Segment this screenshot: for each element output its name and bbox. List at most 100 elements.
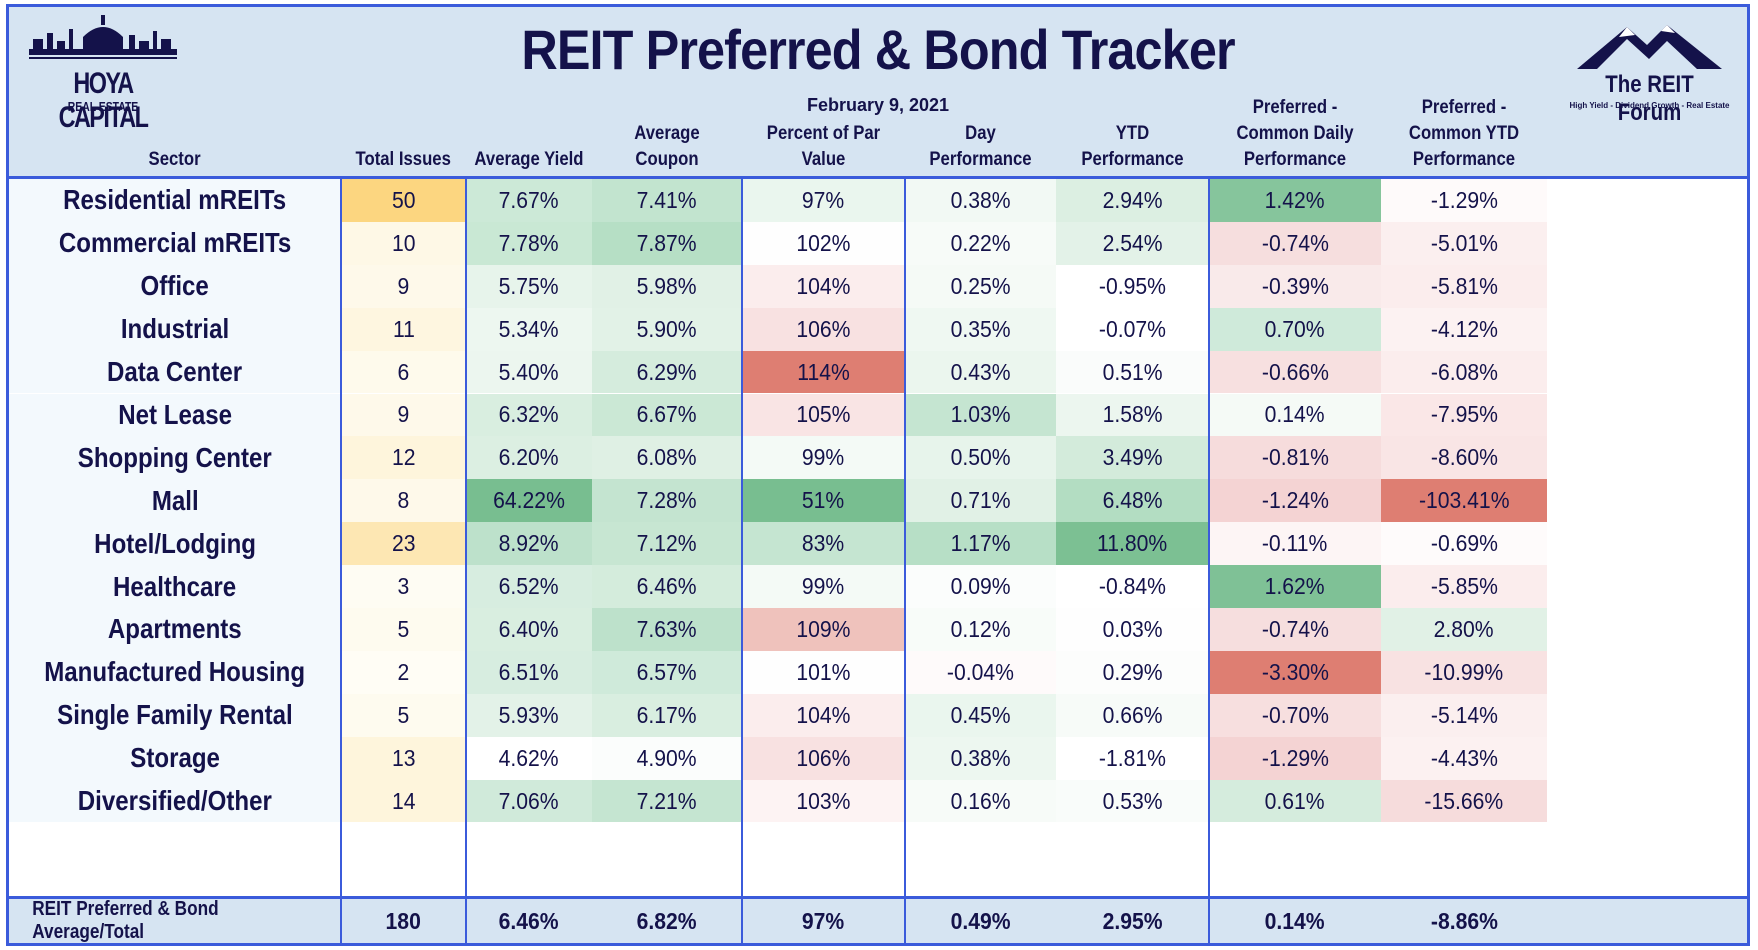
cell-ytd: -0.95% (1056, 264, 1209, 308)
cell-value: 6.67% (636, 401, 698, 428)
cell-value: 8.92% (498, 530, 560, 557)
cell-par: 106% (742, 307, 905, 351)
cell-pc_day: -0.74% (1209, 608, 1381, 651)
right-logo-sub: High Yield - Dividend Growth - Real Esta… (1569, 101, 1730, 110)
cell-yield: 8.92% (466, 522, 592, 566)
table-row: Net Lease 9 6.32% 6.67% 105% 1.03% 1.58% 0.14% -… (9, 393, 1747, 437)
column-divider (904, 179, 906, 943)
sector-name-cell: Shopping Center (9, 436, 341, 480)
cell-value: 1.62% (1264, 573, 1326, 600)
left-logo-brand: HOYA CAPITAL (58, 67, 149, 134)
cell-coupon: 7.41% (592, 179, 742, 222)
cell-value: 0.51% (1102, 358, 1163, 385)
cell-value: 6 (397, 358, 410, 385)
cell-yield: 6.32% (466, 393, 592, 437)
cell-day: 0.43% (905, 350, 1056, 394)
cell-value: 0.61% (1264, 787, 1326, 814)
cell-coupon: 7.12% (592, 522, 742, 566)
cell-issues: 8 (341, 479, 466, 523)
reit-forum-logo: The REIT Forum High Yield - Dividend Gro… (1557, 19, 1742, 126)
cell-value: 2.54% (1102, 229, 1163, 256)
cell-ytd: 3.49% (1056, 436, 1209, 480)
cell-value: 6.48% (1102, 487, 1163, 514)
cell-coupon: 7.28% (592, 479, 742, 523)
cell-pc_day: -0.66% (1209, 350, 1381, 394)
table-row: Apartments 5 6.40% 7.63% 109% 0.12% 0.03% -0.74… (9, 608, 1747, 651)
column-header-pc_day: Preferred - Common Daily Performance (1209, 97, 1381, 177)
total-row: REIT Preferred & Bond Average/Total 180 6.… (9, 896, 1747, 943)
total-cell-par: 97% (742, 899, 905, 943)
table-row: Office 9 5.75% 5.98% 104% 0.25% -0.95% -0.39% -5… (9, 264, 1747, 308)
column-header-label: Percent of Par Value (766, 123, 881, 170)
sector-name-cell: Diversified/Other (9, 779, 341, 823)
cell-value: 50 (391, 186, 416, 213)
cell-coupon: 7.21% (592, 779, 742, 823)
sector-name-cell: Apartments (9, 608, 341, 651)
cell-ytd: 0.53% (1056, 779, 1209, 823)
cell-value: 7.21% (636, 787, 698, 814)
column-header-label: Sector (148, 149, 202, 170)
cell-par: 104% (742, 693, 905, 737)
cell-value: -5.81% (1430, 272, 1498, 299)
cell-value: 6.32% (498, 401, 560, 428)
cell-pc_day: -0.39% (1209, 264, 1381, 308)
total-cell-pc_ytd: -8.86% (1381, 899, 1547, 943)
cell-value: 6.08% (636, 444, 698, 471)
cell-ytd: 0.66% (1056, 693, 1209, 737)
cell-value: Manufactured Housing (44, 656, 306, 688)
cell-value: 9 (397, 401, 410, 428)
cell-coupon: 7.63% (592, 608, 742, 651)
cell-ytd: -0.84% (1056, 565, 1209, 608)
cell-pc_ytd: -5.85% (1381, 565, 1547, 608)
hoya-capital-logo: HOYA CAPITAL REAL ESTATE (23, 15, 183, 134)
cell-yield: 6.51% (466, 650, 592, 694)
cell-value: 101% (796, 658, 851, 685)
cell-par: 105% (742, 393, 905, 437)
cell-issues: 9 (341, 264, 466, 308)
cell-par: 109% (742, 608, 905, 651)
cell-pc_day: -1.29% (1209, 736, 1381, 780)
page-title: REIT Preferred & Bond Tracker (521, 18, 1235, 81)
cell-pc_ytd: -5.81% (1381, 264, 1547, 308)
cell-value: 7.28% (636, 487, 698, 514)
cell-issues: 14 (341, 779, 466, 823)
column-header-day: Day Performance (905, 123, 1056, 177)
cell-value: 0.03% (1102, 615, 1163, 642)
cell-coupon: 4.90% (592, 736, 742, 780)
cell-coupon: 6.46% (592, 565, 742, 608)
column-header-pc_ytd: Preferred - Common YTD Performance (1381, 97, 1547, 177)
cell-value: -10.99% (1424, 658, 1504, 685)
cell-value: -1.29% (1430, 186, 1498, 213)
cell-pc_day: -0.70% (1209, 693, 1381, 737)
cell-value: Single Family Rental (57, 699, 293, 731)
cell-value: 1.58% (1102, 401, 1163, 428)
cell-value: Mall (151, 484, 199, 516)
sector-name-cell: Storage (9, 736, 341, 780)
cell-value: 0.50% (950, 444, 1011, 471)
cell-yield: 6.20% (466, 436, 592, 480)
cell-value: 97% (802, 186, 845, 213)
cell-ytd: 2.54% (1056, 221, 1209, 265)
cell-value: 5 (397, 615, 410, 642)
cell-issues: 3 (341, 565, 466, 608)
total-value: 0.14% (1264, 907, 1326, 934)
cell-ytd: 2.94% (1056, 179, 1209, 222)
cell-ytd: -1.81% (1056, 736, 1209, 780)
cell-value: -1.29% (1261, 744, 1329, 771)
cell-value: -15.66% (1424, 787, 1504, 814)
cell-value: -7.95% (1430, 401, 1498, 428)
cell-day: 0.71% (905, 479, 1056, 523)
cell-value: 0.35% (950, 315, 1011, 342)
cell-value: 7.06% (498, 787, 560, 814)
cell-par: 101% (742, 650, 905, 694)
cell-pc_ytd: -4.43% (1381, 736, 1547, 780)
table-row: Commercial mREITs 10 7.78% 7.87% 102% 0.22% 2.… (9, 221, 1747, 265)
cell-issues: 9 (341, 393, 466, 437)
cell-par: 114% (742, 350, 905, 394)
column-header-label: Average Coupon (634, 123, 700, 170)
sector-name-cell: Net Lease (9, 393, 341, 437)
cell-yield: 5.75% (466, 264, 592, 308)
table-row: Mall 8 64.22% 7.28% 51% 0.71% 6.48% -1.24% -103.… (9, 479, 1747, 523)
cell-yield: 5.93% (466, 693, 592, 737)
cell-value: 0.22% (950, 229, 1011, 256)
